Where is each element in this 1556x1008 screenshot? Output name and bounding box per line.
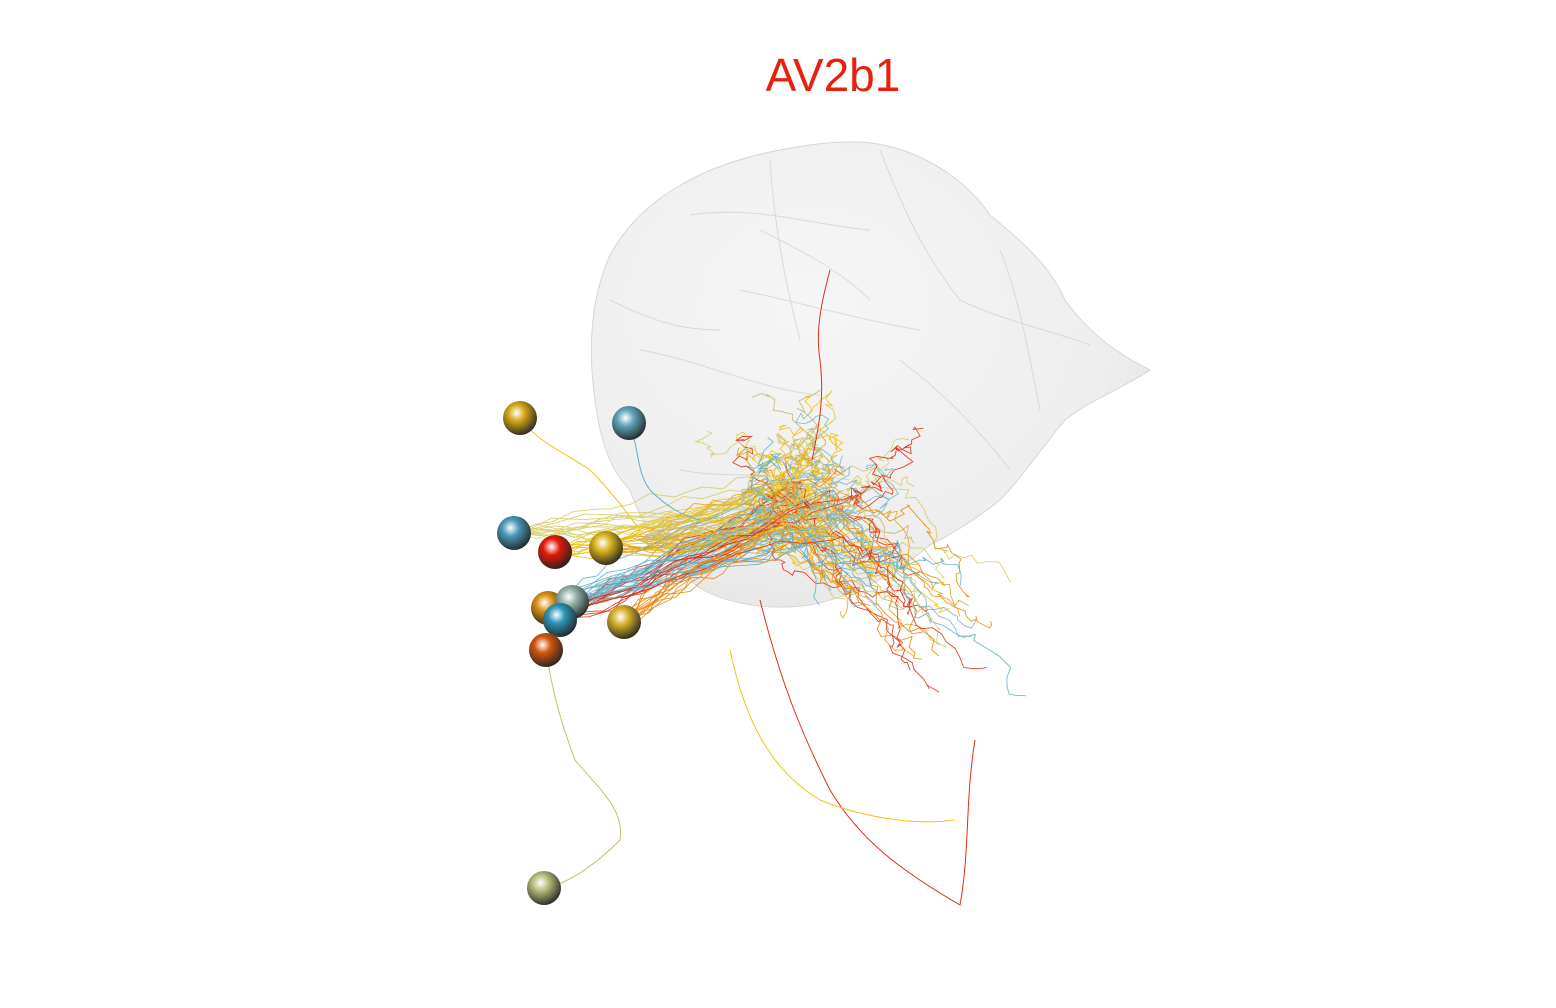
- neuron-fiber: [623, 468, 845, 623]
- neuron-fiber: [623, 491, 970, 623]
- plot-title: AV2b1: [765, 49, 901, 101]
- neuron-fiber: [559, 481, 814, 621]
- neuron-fiber: [513, 487, 947, 648]
- soma-sphere: [538, 535, 572, 569]
- neuron-fiber: [605, 480, 969, 607]
- soma-sphere: [529, 633, 563, 667]
- neuron-fiber: [559, 444, 914, 621]
- soma-sphere: [543, 603, 577, 637]
- neuron-fiber: [623, 531, 923, 635]
- neuron-fiber: [547, 531, 832, 609]
- soma-sphere: [497, 516, 531, 550]
- neuron-fiber: [547, 513, 1027, 697]
- neuron-fiber: [547, 539, 962, 609]
- neuron-fiber: [605, 447, 770, 549]
- somata: [497, 401, 646, 905]
- neuron-fiber: [639, 423, 831, 541]
- soma-sphere: [612, 406, 646, 440]
- neuron-fiber: [571, 524, 863, 608]
- neuron-fiber: [547, 437, 796, 609]
- neuron-fiber: [554, 424, 809, 554]
- soma-sphere: [607, 605, 641, 639]
- neuron-fiber: [513, 474, 915, 534]
- neuron-fiber: [571, 502, 856, 603]
- soma-sphere: [527, 871, 561, 905]
- neuron-fiber: [605, 523, 915, 657]
- long-projections: [519, 269, 976, 906]
- neuron-fibers: [513, 389, 1027, 697]
- neuron-fiber: [554, 390, 837, 553]
- neuron-fiber: [639, 503, 915, 545]
- neuron-fiber: [513, 430, 784, 534]
- neuron-fiber: [513, 527, 846, 600]
- soma-sphere: [503, 401, 537, 435]
- neuron-fiber: [639, 522, 833, 547]
- soma-sphere: [589, 531, 623, 565]
- neuron-fiber: [513, 465, 1012, 583]
- neuron-fiber: [639, 480, 897, 582]
- neuron-fiber: [554, 523, 920, 571]
- neuron-fiber: [554, 483, 877, 578]
- neuron-fiber: [559, 536, 987, 670]
